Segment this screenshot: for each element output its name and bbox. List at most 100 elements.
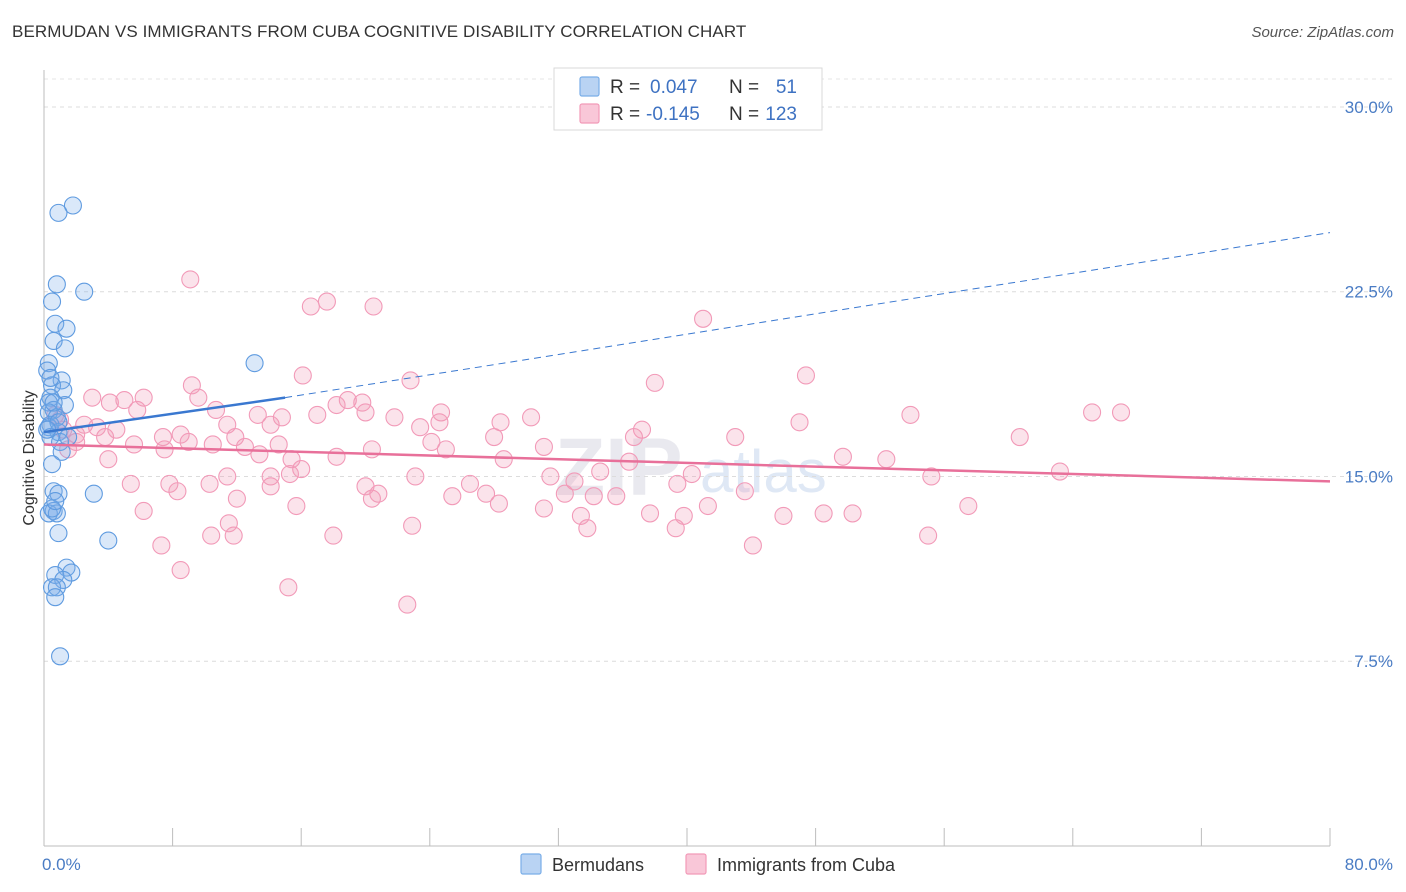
cuba-point-72 [292, 460, 311, 479]
cuba-point-16 [327, 395, 346, 415]
cuba-point-17 [353, 393, 372, 412]
cuba-point-124 [398, 595, 417, 614]
bermudans-point-26 [42, 455, 62, 474]
bottom-legend-swatch-cuba [685, 853, 707, 875]
cuba-point-117 [224, 526, 243, 545]
trend-lines [43, 232, 1331, 483]
cuba-point-76 [406, 467, 425, 486]
cuba-point-50 [269, 435, 288, 454]
cuba-point-55 [534, 437, 553, 456]
cuba-point-77 [541, 467, 560, 486]
bermudans-point-35 [99, 531, 118, 550]
cuba-point-84 [200, 474, 219, 493]
cuba-point-2 [301, 297, 320, 316]
watermark: ZIP atlas [555, 422, 827, 513]
watermark-atlas: atlas [700, 438, 827, 505]
cuba-point-111 [843, 504, 862, 523]
cuba-point-75 [261, 467, 280, 486]
cuba-point-28 [901, 405, 920, 424]
cuba-point-116 [202, 526, 221, 545]
cuba-point-51 [362, 440, 381, 459]
cuba-point-90 [565, 472, 584, 491]
bermudans-point-27 [245, 354, 264, 373]
bermudans-point-45 [44, 393, 63, 412]
cuba-point-78 [591, 462, 610, 481]
cuba-point-73 [280, 464, 299, 484]
cuba-point-79 [682, 464, 701, 484]
cuba-point-60 [124, 435, 144, 454]
bottom-legend-label-cuba: Immigrants from Cuba [717, 855, 896, 875]
cuba-point-97 [168, 482, 187, 501]
cuba-point-14 [189, 388, 208, 407]
legend-n-value-2: 123 [765, 104, 797, 125]
cuba-point-122 [171, 561, 190, 580]
cuba-point-113 [403, 516, 422, 535]
cuba-point-102 [534, 499, 553, 518]
bermudans-point-39 [54, 570, 73, 589]
cuba-point-21 [308, 405, 327, 424]
cuba-point-29 [1083, 403, 1102, 422]
cuba-point-109 [774, 506, 793, 525]
cuba-point-15 [338, 391, 357, 410]
cuba-point-99 [362, 489, 381, 508]
cuba-point-25 [430, 413, 449, 432]
cuba-point-98 [227, 489, 246, 508]
legend-n-label-2: N = [729, 104, 759, 125]
bermudans-point-8 [55, 339, 74, 358]
cuba-point-85 [261, 477, 280, 496]
cuba-point-92 [735, 482, 754, 501]
legend-r-value-2: -0.145 [646, 104, 700, 125]
cuba-point-91 [668, 474, 687, 493]
cuba-point-31 [272, 408, 291, 427]
cuba-point-30 [1111, 403, 1131, 422]
cuba-point-81 [1050, 462, 1069, 481]
x-tick-label-1: 80.0% [1345, 855, 1393, 874]
cuba-point-110 [814, 504, 833, 523]
y-axis-label: Cognitive Disability [21, 390, 38, 525]
cuba-point-52 [422, 432, 441, 452]
cuba-point-88 [460, 474, 480, 493]
cuba-point-82 [121, 474, 140, 493]
x-tick-label-0: 0.0% [42, 855, 81, 874]
cuba-point-121 [152, 536, 171, 555]
bermudans-point-30 [84, 484, 103, 503]
cuba-point-94 [584, 487, 603, 506]
cuba-point-53 [436, 440, 455, 459]
cuba-point-1 [317, 292, 336, 311]
cuba-point-22 [356, 403, 375, 422]
cuba-point-34 [411, 418, 430, 437]
y-tick-labels: 7.5% 15.0% 22.5% 30.0% [1345, 98, 1393, 671]
bermudans-point-50 [46, 492, 65, 511]
cuba-point-18 [128, 400, 147, 420]
cuba-point-0 [181, 270, 200, 289]
cuba-point-69 [99, 450, 118, 469]
cuba-point-96 [555, 484, 574, 503]
cuba-point-10 [83, 388, 102, 407]
legend-n-value-1: 51 [776, 77, 797, 98]
y-tick-label-1: 15.0% [1345, 467, 1393, 486]
cuba-point-89 [477, 484, 496, 503]
cuba-point-47 [226, 428, 245, 447]
watermark-zip: ZIP [555, 422, 683, 513]
cuba-point-115 [666, 519, 685, 538]
cuba-point-33 [261, 415, 280, 434]
bermudans-point-3 [75, 282, 94, 301]
chart-title: BERMUDAN VS IMMIGRANTS FROM CUBA COGNITI… [12, 22, 747, 41]
bermudans-point-7 [44, 331, 63, 351]
cuba-point-4 [694, 309, 713, 328]
bermudans-point-34 [49, 524, 68, 543]
cuba-point-23 [385, 408, 404, 427]
cuba-point-68 [877, 450, 896, 469]
cuba-point-103 [698, 496, 717, 516]
cuba-point-8 [293, 366, 312, 385]
bermudans-point-2 [47, 275, 66, 294]
cuba-point-54 [485, 428, 504, 447]
x-tick-labels: 0.0% 80.0% [42, 855, 1393, 874]
legend-top: R = 0.047 N = 51 R = -0.145 N = 123 [553, 67, 823, 131]
cuba-point-65 [494, 450, 513, 469]
bermudans-trend-line [43, 396, 286, 434]
bottom-legend-label-bermudans: Bermudans [552, 855, 644, 875]
cuba-point-58 [726, 428, 745, 447]
cuba-point-5 [796, 366, 816, 385]
